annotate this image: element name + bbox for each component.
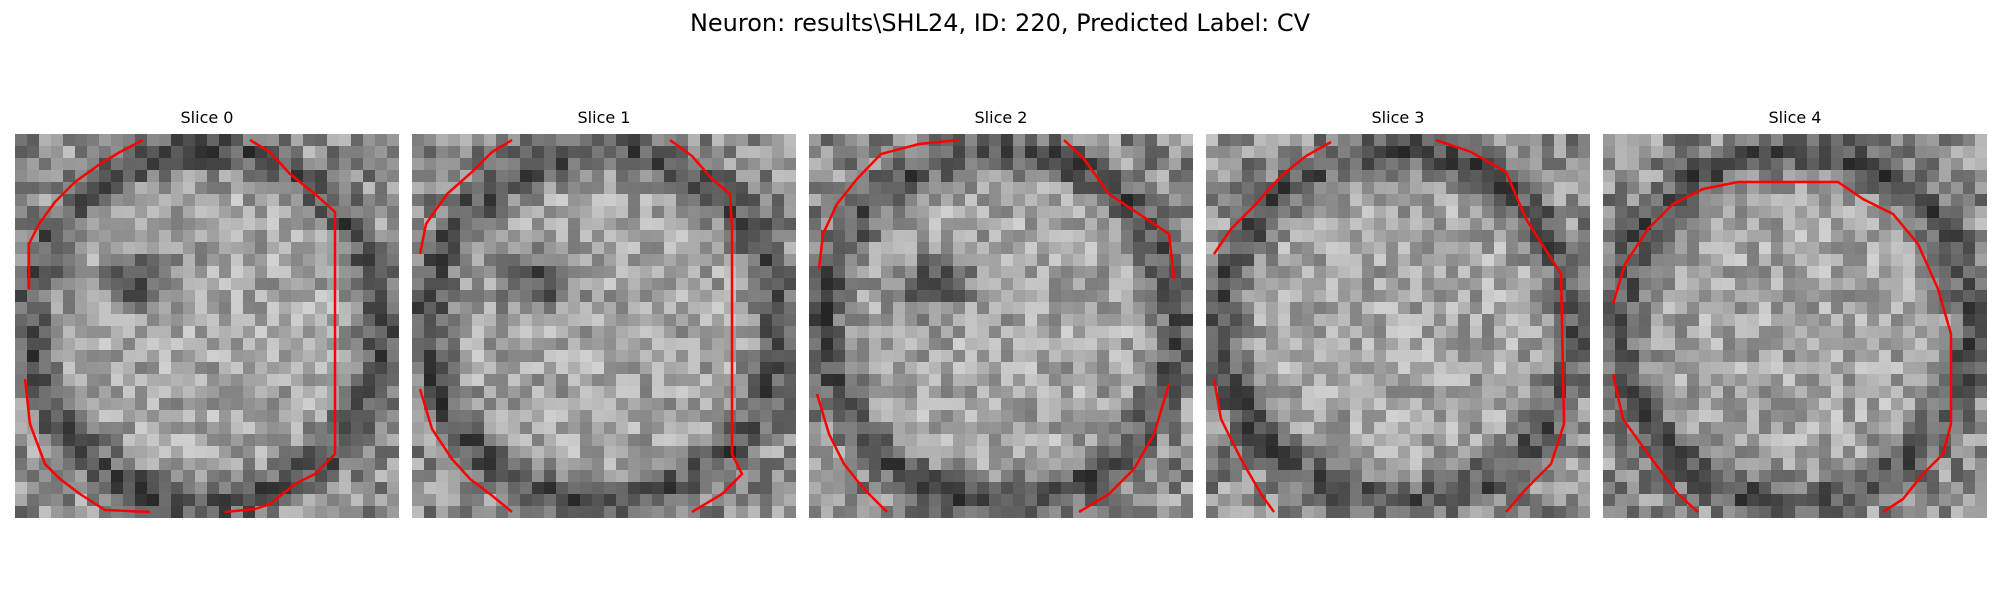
contour-line [1078,383,1171,514]
grayscale-slice-image [15,134,399,518]
contour-line [224,138,337,514]
contour-line [23,378,151,514]
grayscale-slice-image [1603,134,1987,518]
grayscale-slice-image [809,134,1193,518]
contour-line [669,138,744,514]
contour-line [1212,140,1332,255]
grayscale-slice-image [1206,134,1590,518]
slice-label: Slice 2 [974,108,1028,127]
contour-line [817,138,960,270]
contour-line [27,138,144,289]
contour-line [1611,180,1953,514]
figure-title: Neuron: results\SHL24, ID: 220, Predicte… [689,9,1311,37]
slice-label: Slice 0 [180,108,234,127]
contour-line [418,138,513,255]
contour-line [1212,378,1276,513]
contour-line [815,393,888,513]
contour-line [1611,373,1699,513]
contour-line [418,388,513,513]
contour-line [1435,138,1566,513]
contour-line [1063,139,1176,280]
slice-label: Slice 4 [1768,108,1822,127]
grayscale-slice-image [412,134,796,518]
slice-label: Slice 1 [577,108,631,127]
slice-label: Slice 3 [1371,108,1425,127]
